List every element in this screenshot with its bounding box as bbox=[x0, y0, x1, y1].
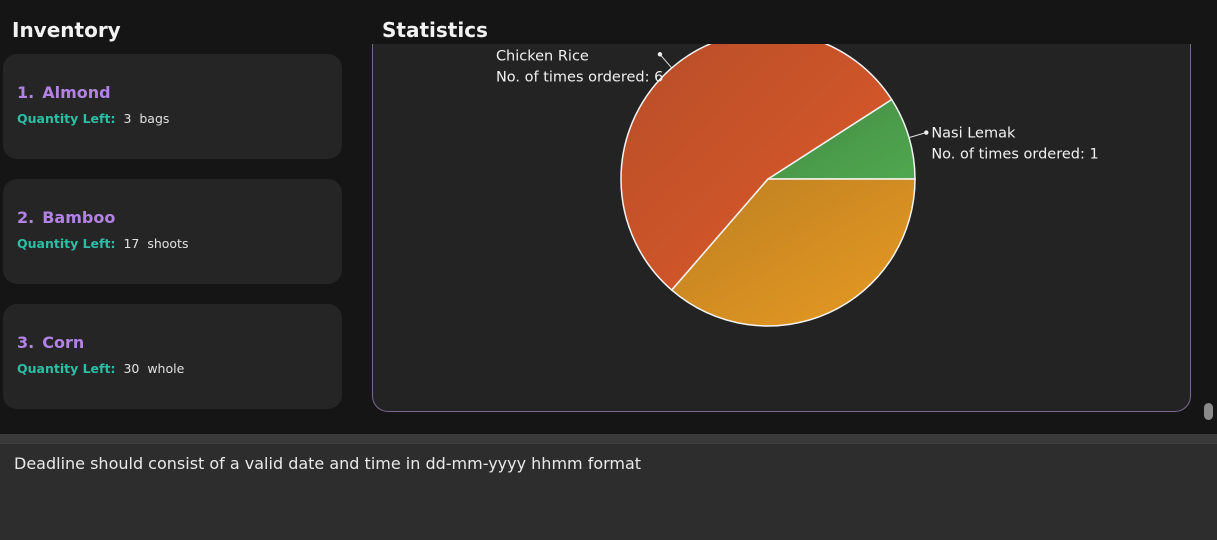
statistics-title: Statistics bbox=[382, 18, 488, 42]
panel-divider[interactable] bbox=[0, 434, 1217, 443]
pie-label-name: Nasi Lemak bbox=[931, 126, 1016, 142]
pie-label-dot bbox=[657, 52, 663, 57]
inventory-title: Inventory bbox=[12, 18, 121, 42]
quantity-label: Quantity Left: bbox=[17, 361, 116, 376]
pie-slice[interactable] bbox=[670, 178, 916, 327]
quantity-label: Quantity Left: bbox=[17, 111, 116, 126]
quantity-value: 3 bbox=[123, 111, 132, 126]
result-display: Deadline should consist of a valid date … bbox=[0, 443, 1217, 540]
item-name-row: 3. Corn bbox=[17, 333, 84, 352]
item-name: Almond bbox=[42, 83, 111, 102]
item-quantity-row: Quantity Left: 30 whole bbox=[17, 361, 184, 376]
pie-label-leader bbox=[908, 132, 927, 139]
inventory-item-card[interactable]: 1. Almond Quantity Left: 3 bags bbox=[3, 54, 342, 159]
result-message: Deadline should consist of a valid date … bbox=[14, 454, 642, 473]
item-quantity-row: Quantity Left: 3 bags bbox=[17, 111, 169, 126]
item-name: Bamboo bbox=[42, 208, 116, 227]
pie-chart: Nasi Lemak No. of times ordered: 1 Chicken… bbox=[496, 44, 1099, 327]
pie-label-leader bbox=[659, 53, 673, 69]
pie-label-dot bbox=[924, 130, 929, 135]
item-quantity-row: Quantity Left: 17 shoots bbox=[17, 236, 188, 251]
quantity-unit: bags bbox=[139, 111, 170, 126]
quantity-value: 17 bbox=[123, 236, 140, 251]
pie-label-name: Chicken Rice bbox=[496, 48, 589, 64]
item-name-row: 2. Bamboo bbox=[17, 208, 115, 227]
scrollbar-thumb[interactable] bbox=[1204, 403, 1213, 420]
item-name: Corn bbox=[42, 333, 85, 352]
quantity-label: Quantity Left: bbox=[17, 236, 116, 251]
item-name-row: 1. Almond bbox=[17, 83, 111, 102]
quantity-unit: whole bbox=[147, 361, 185, 376]
pie-slice[interactable] bbox=[765, 98, 916, 180]
item-index: 3. bbox=[17, 333, 35, 352]
inventory-item-card[interactable]: 3. Corn Quantity Left: 30 whole bbox=[3, 304, 342, 409]
statistics-chart-panel: Nasi Lemak No. of times ordered: 1 Chicken… bbox=[372, 44, 1191, 412]
quantity-unit: shoots bbox=[147, 236, 189, 251]
pie-label-detail: No. of times ordered: 1 bbox=[931, 147, 1098, 163]
quantity-value: 30 bbox=[123, 361, 140, 376]
inventory-item-card[interactable]: 2. Bamboo Quantity Left: 17 shoots bbox=[3, 179, 342, 284]
pie-label-detail: No. of times ordered: 6 bbox=[496, 69, 663, 85]
item-index: 2. bbox=[17, 208, 35, 227]
item-index: 1. bbox=[17, 83, 35, 102]
